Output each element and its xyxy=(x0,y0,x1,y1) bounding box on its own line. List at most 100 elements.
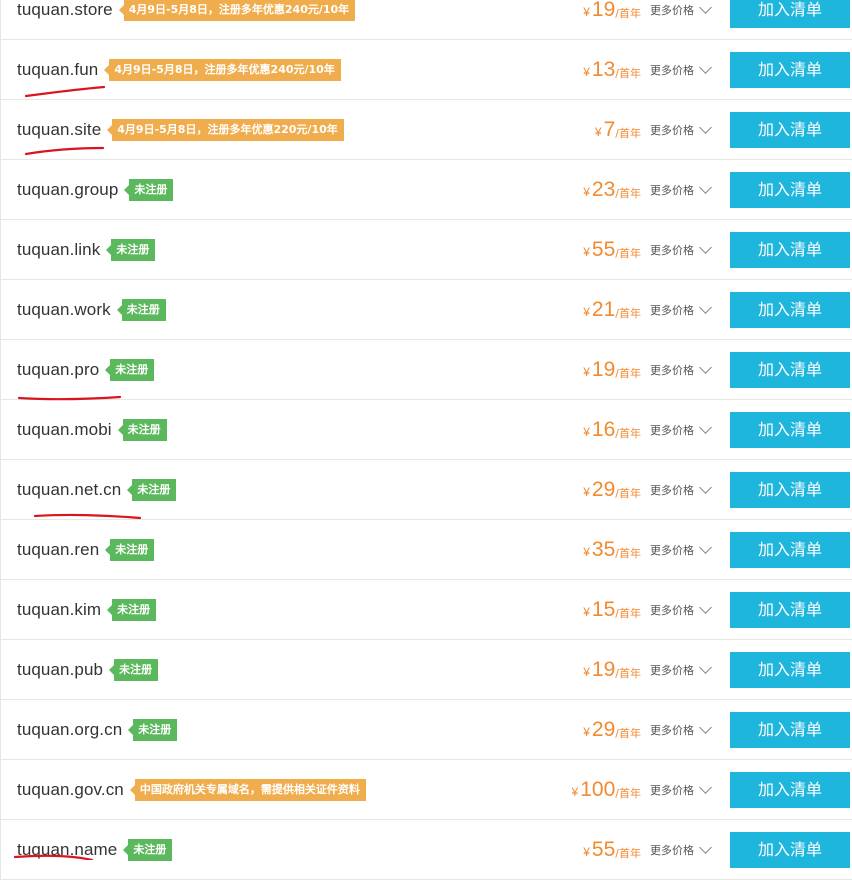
add-to-list-button[interactable]: 加入清单 xyxy=(730,832,850,868)
status-badge: 未注册 xyxy=(105,359,155,381)
add-to-list-button[interactable]: 加入清单 xyxy=(730,532,850,568)
more-prices-toggle[interactable]: 更多价格 xyxy=(650,460,712,520)
currency-symbol: ¥ xyxy=(583,245,590,259)
price-unit: /首年 xyxy=(615,607,641,620)
add-to-list-button[interactable]: 加入清单 xyxy=(730,292,850,328)
more-prices-toggle[interactable]: 更多价格 xyxy=(650,520,712,580)
more-prices-toggle[interactable]: 更多价格 xyxy=(650,640,712,700)
domain-name: tuquan.group xyxy=(17,180,119,199)
domain-row: tuquan.org.cn 未注册 ¥ 29 /首年 更多价格 加入清单 xyxy=(1,700,852,760)
add-to-list-button[interactable]: 加入清单 xyxy=(730,772,850,808)
price: ¥ 55 /首年 xyxy=(583,220,641,280)
price-unit: /首年 xyxy=(615,67,641,80)
domain-row: tuquan.mobi 未注册 ¥ 16 /首年 更多价格 加入清单 xyxy=(1,400,852,460)
price-amount: 13 xyxy=(591,58,616,81)
status-badge-text: 中国政府机关专属域名，需提供相关证件资料 xyxy=(139,783,360,796)
more-prices-toggle[interactable]: 更多价格 xyxy=(650,100,712,160)
more-prices-label: 更多价格 xyxy=(650,724,694,737)
more-prices-toggle[interactable]: 更多价格 xyxy=(650,280,712,340)
add-to-list-button[interactable]: 加入清单 xyxy=(730,592,850,628)
domain-row: tuquan.net.cn 未注册 ¥ 29 /首年 更多价格 加入清单 xyxy=(1,460,852,520)
add-to-list-button[interactable]: 加入清单 xyxy=(730,112,850,148)
more-prices-toggle[interactable]: 更多价格 xyxy=(650,580,712,640)
domain-row: tuquan.group 未注册 ¥ 23 /首年 更多价格 加入清单 xyxy=(1,160,852,220)
chevron-down-icon xyxy=(699,601,712,614)
currency-symbol: ¥ xyxy=(583,185,590,199)
more-prices-toggle[interactable]: 更多价格 xyxy=(650,220,712,280)
chevron-down-icon xyxy=(699,661,712,674)
currency-symbol: ¥ xyxy=(583,605,590,619)
domain-name: tuquan.ren xyxy=(17,540,100,559)
more-prices-label: 更多价格 xyxy=(650,424,694,437)
status-badge: 未注册 xyxy=(105,539,155,561)
domain-cell: tuquan.net.cn 未注册 xyxy=(17,460,177,520)
domain-name: tuquan.org.cn xyxy=(17,720,123,739)
price-amount: 19 xyxy=(591,0,616,21)
chevron-down-icon xyxy=(699,841,712,854)
domain-name: tuquan.fun xyxy=(17,60,99,79)
more-prices-toggle[interactable]: 更多价格 xyxy=(650,700,712,760)
more-prices-toggle[interactable]: 更多价格 xyxy=(650,400,712,460)
more-prices-toggle[interactable]: 更多价格 xyxy=(650,160,712,220)
more-prices-toggle[interactable]: 更多价格 xyxy=(650,0,712,40)
price: ¥ 55 /首年 xyxy=(583,820,641,880)
status-badge-text: 未注册 xyxy=(137,483,171,496)
add-to-list-button[interactable]: 加入清单 xyxy=(730,172,850,208)
more-prices-label: 更多价格 xyxy=(650,484,694,497)
add-to-list-button[interactable]: 加入清单 xyxy=(730,352,850,388)
price-amount: 16 xyxy=(591,418,616,441)
status-badge: 未注册 xyxy=(107,599,157,621)
price: ¥ 15 /首年 xyxy=(583,580,641,640)
price-amount: 55 xyxy=(591,838,616,861)
add-to-list-button[interactable]: 加入清单 xyxy=(730,712,850,748)
domain-row: tuquan.pro 未注册 ¥ 19 /首年 更多价格 加入清单 xyxy=(1,340,852,400)
more-prices-label: 更多价格 xyxy=(650,364,694,377)
domain-cell: tuquan.kim 未注册 xyxy=(17,580,157,640)
chevron-down-icon xyxy=(699,481,712,494)
currency-symbol: ¥ xyxy=(583,305,590,319)
price-amount: 19 xyxy=(591,658,616,681)
domain-cell: tuquan.name 未注册 xyxy=(17,820,173,880)
status-badge-text: 4月9日-5月8日，注册多年优惠240元/10年 xyxy=(128,3,350,16)
currency-symbol: ¥ xyxy=(594,125,602,139)
price: ¥ 19 /首年 xyxy=(583,640,641,700)
chevron-down-icon xyxy=(699,361,712,374)
domain-row: tuquan.kim 未注册 ¥ 15 /首年 更多价格 加入清单 xyxy=(1,580,852,640)
more-prices-toggle[interactable]: 更多价格 xyxy=(650,340,712,400)
status-badge: 未注册 xyxy=(116,299,166,321)
status-badge-text: 未注册 xyxy=(117,603,151,616)
domain-row: tuquan.store 4月9日-5月8日，注册多年优惠240元/10年 ¥ … xyxy=(1,0,852,40)
add-to-list-button[interactable]: 加入清单 xyxy=(730,0,850,28)
domain-name: tuquan.store xyxy=(17,0,113,19)
domain-row: tuquan.pub 未注册 ¥ 19 /首年 更多价格 加入清单 xyxy=(1,640,852,700)
add-to-list-button[interactable]: 加入清单 xyxy=(730,232,850,268)
chevron-down-icon xyxy=(699,61,712,74)
domain-name: tuquan.kim xyxy=(17,600,102,619)
chevron-down-icon xyxy=(699,541,712,554)
currency-symbol: ¥ xyxy=(583,725,590,739)
domain-name: tuquan.work xyxy=(17,300,111,319)
status-badge-text: 未注册 xyxy=(115,363,149,376)
more-prices-toggle[interactable]: 更多价格 xyxy=(650,760,712,820)
status-badge: 未注册 xyxy=(124,179,174,201)
more-prices-toggle[interactable]: 更多价格 xyxy=(650,820,712,880)
domain-cell: tuquan.ren 未注册 xyxy=(17,520,155,580)
status-badge-text: 4月9日-5月8日，注册多年优惠220元/10年 xyxy=(117,123,338,136)
status-badge: 未注册 xyxy=(106,239,156,261)
domain-cell: tuquan.mobi 未注册 xyxy=(17,400,167,460)
domain-cell: tuquan.pro 未注册 xyxy=(17,340,155,400)
domain-name: tuquan.site xyxy=(17,120,102,139)
more-prices-toggle[interactable]: 更多价格 xyxy=(650,40,712,100)
price-unit: /首年 xyxy=(615,787,641,800)
add-to-list-button[interactable]: 加入清单 xyxy=(730,412,850,448)
add-to-list-button[interactable]: 加入清单 xyxy=(730,652,850,688)
more-prices-label: 更多价格 xyxy=(650,4,694,17)
price-unit: /首年 xyxy=(615,547,641,560)
more-prices-label: 更多价格 xyxy=(650,604,694,617)
add-to-list-button[interactable]: 加入清单 xyxy=(730,52,850,88)
price-amount: 21 xyxy=(591,298,616,321)
price-unit: /首年 xyxy=(615,247,641,260)
domain-cell: tuquan.group 未注册 xyxy=(17,160,174,220)
add-to-list-button[interactable]: 加入清单 xyxy=(730,472,850,508)
price-unit: /首年 xyxy=(615,427,641,440)
